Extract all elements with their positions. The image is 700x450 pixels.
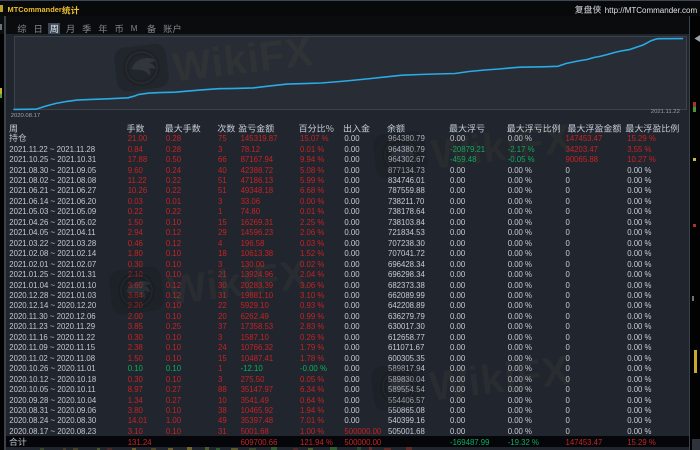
svg-text:WikiFX: WikiFX [165,251,311,314]
svg-text:WikiFX: WikiFX [429,115,575,178]
svg-text:WikiFX: WikiFX [170,28,316,91]
svg-text:WikiFX: WikiFX [427,347,573,410]
